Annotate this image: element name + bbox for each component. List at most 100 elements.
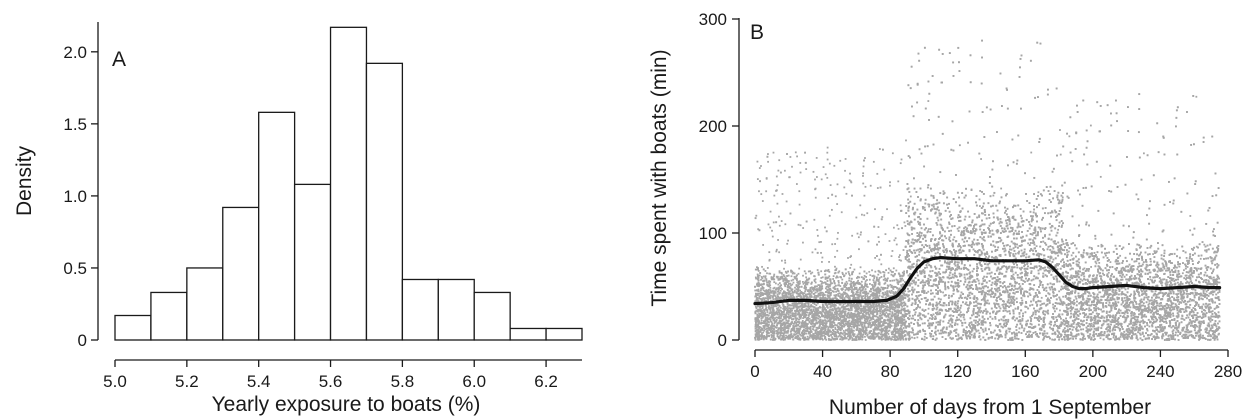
scatter-point xyxy=(857,317,860,320)
scatter-point xyxy=(818,241,821,244)
scatter-point xyxy=(853,314,856,317)
scatter-point xyxy=(789,337,792,340)
scatter-point xyxy=(825,304,828,306)
scatter-point xyxy=(804,327,807,330)
scatter-point xyxy=(892,330,895,333)
scatter-point xyxy=(767,281,769,284)
scatter-point xyxy=(773,290,775,293)
scatter-point xyxy=(848,277,851,280)
scatter-point xyxy=(783,309,786,311)
scatter-point xyxy=(851,287,853,289)
scatter-point xyxy=(778,251,781,254)
scatter-point xyxy=(874,295,877,297)
scatter-point xyxy=(891,319,894,322)
scatter-point xyxy=(850,323,853,326)
scatter-point xyxy=(860,324,863,327)
scatter-point xyxy=(784,282,787,284)
scatter-point xyxy=(788,285,790,288)
scatter-point xyxy=(815,285,817,288)
scatter-point xyxy=(798,286,801,288)
scatter-point xyxy=(858,315,861,317)
scatter-point xyxy=(757,318,760,321)
scatter-point xyxy=(791,309,793,312)
scatter-point xyxy=(848,316,851,319)
scatter-point xyxy=(861,289,864,292)
scatter-point xyxy=(811,336,813,339)
scatter-point xyxy=(806,278,809,281)
scatter-point xyxy=(891,311,894,314)
scatter-point xyxy=(883,322,886,325)
scatter-point xyxy=(760,276,763,278)
scatter-point xyxy=(767,327,770,330)
scatter-point xyxy=(812,314,814,317)
scatter-point xyxy=(754,289,757,292)
scatter-point xyxy=(861,213,863,216)
scatter-point xyxy=(889,325,891,328)
scatter-point xyxy=(819,289,822,292)
scatter-point xyxy=(793,272,796,275)
scatter-point xyxy=(787,270,789,273)
scatter-point xyxy=(766,283,769,286)
scatter-point xyxy=(778,159,781,162)
scatter-point xyxy=(883,275,886,278)
scatter-point xyxy=(854,306,856,309)
scatter-point xyxy=(758,308,761,311)
scatter-point xyxy=(843,307,846,310)
scatter-point xyxy=(848,279,851,282)
scatter-point xyxy=(849,334,852,337)
scatter-point xyxy=(772,334,775,337)
scatter-point xyxy=(816,336,819,339)
scatter-point xyxy=(901,337,904,340)
scatter-point xyxy=(757,270,760,272)
scatter-point xyxy=(902,314,904,317)
scatter-point xyxy=(887,318,890,321)
scatter-point xyxy=(880,276,883,278)
scatter-point xyxy=(873,275,876,278)
scatter-point xyxy=(843,297,846,299)
scatter-point xyxy=(805,168,808,170)
scatter-point xyxy=(893,304,896,306)
scatter-point xyxy=(825,315,828,317)
scatter-point xyxy=(889,303,891,306)
scatter-point xyxy=(884,233,887,236)
scatter-point xyxy=(816,302,819,305)
scatter-point xyxy=(787,274,790,277)
scatter-point xyxy=(838,292,841,295)
scatter-point xyxy=(834,326,837,329)
scatter-point xyxy=(783,275,786,278)
scatter-point xyxy=(783,326,785,329)
scatter-point xyxy=(806,323,809,325)
scatter-point xyxy=(824,278,827,280)
scatter-point xyxy=(820,251,822,254)
scatter-point xyxy=(904,297,907,299)
scatter-point xyxy=(894,316,896,319)
scatter-point xyxy=(775,221,778,224)
scatter-point xyxy=(771,312,774,315)
scatter-point xyxy=(766,155,769,158)
scatter-point xyxy=(892,308,895,311)
histogram-bar xyxy=(509,327,547,341)
scatter-point xyxy=(782,295,785,297)
scatter-point xyxy=(868,315,871,318)
scatter-point xyxy=(845,332,847,335)
scatter-point xyxy=(805,295,808,297)
scatter-point xyxy=(895,269,898,272)
scatter-point xyxy=(783,267,785,270)
scatter-point xyxy=(895,315,898,317)
scatter-point xyxy=(877,291,879,294)
scatter-point xyxy=(818,332,821,335)
scatter-point xyxy=(889,279,892,282)
scatter-point xyxy=(826,277,829,280)
scatter-point xyxy=(872,338,875,340)
scatter-point xyxy=(895,278,898,281)
scatter-point xyxy=(894,325,897,328)
scatter-point xyxy=(756,268,758,271)
scatter-point xyxy=(798,267,801,270)
scatter-point xyxy=(874,327,876,330)
scatter-point xyxy=(898,295,901,298)
scatter-point xyxy=(832,338,835,341)
scatter-point xyxy=(830,314,833,316)
scatter-point xyxy=(760,304,762,307)
scatter-point xyxy=(761,329,764,331)
scatter-point xyxy=(841,293,844,296)
